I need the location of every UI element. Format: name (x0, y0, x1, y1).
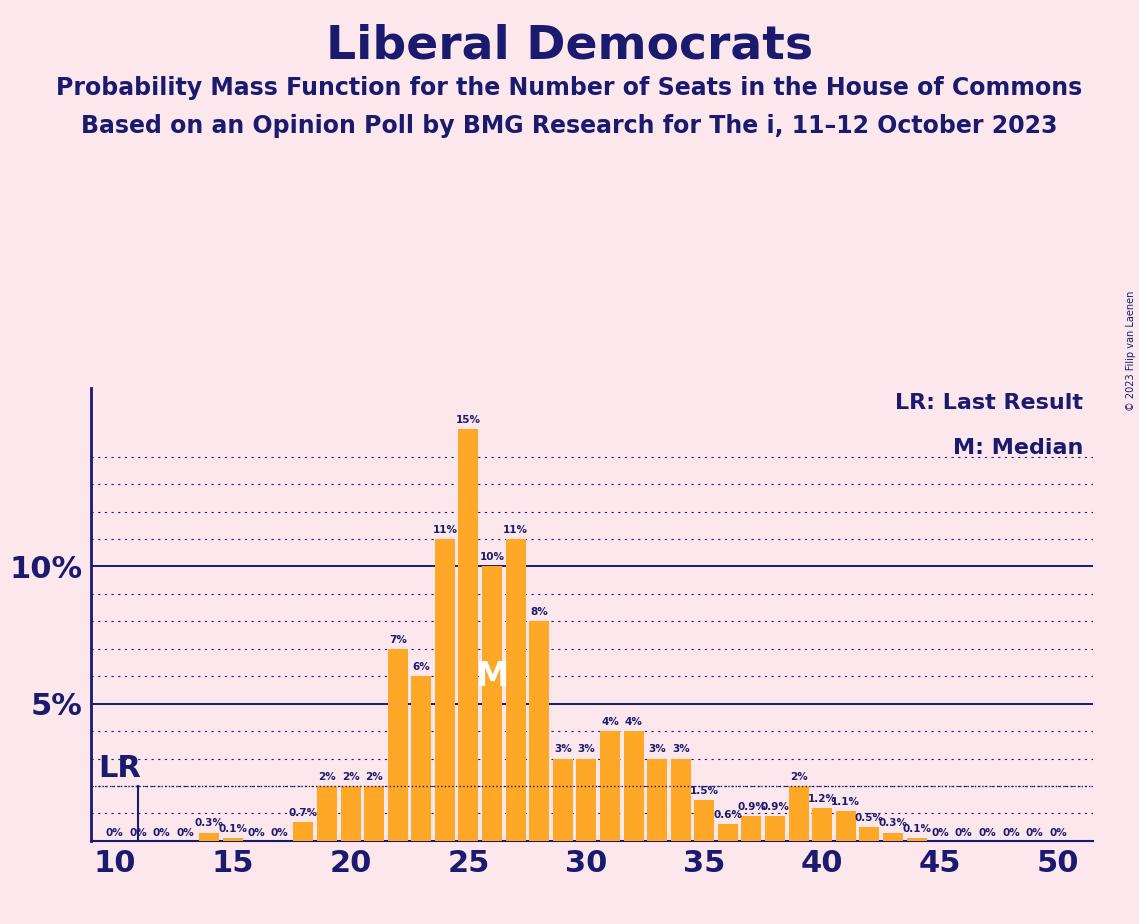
Text: 2%: 2% (366, 772, 383, 782)
Text: 3%: 3% (554, 745, 572, 754)
Bar (458, 430, 478, 841)
Text: 1.2%: 1.2% (808, 794, 837, 804)
Text: 8%: 8% (531, 607, 548, 617)
Text: 3%: 3% (648, 745, 666, 754)
Text: 15%: 15% (456, 415, 481, 425)
Text: 0%: 0% (1049, 828, 1067, 837)
Bar (718, 824, 738, 841)
Text: 0.6%: 0.6% (713, 810, 743, 821)
Bar (907, 838, 927, 841)
Bar (883, 833, 903, 841)
Text: 0.1%: 0.1% (902, 824, 931, 834)
Bar (411, 676, 432, 841)
Bar (623, 731, 644, 841)
Text: 1.1%: 1.1% (831, 796, 860, 807)
Text: 2%: 2% (789, 772, 808, 782)
Text: 0%: 0% (177, 828, 195, 837)
Bar (765, 816, 785, 841)
Text: 3%: 3% (577, 745, 596, 754)
Text: 0%: 0% (106, 828, 123, 837)
Text: 0.7%: 0.7% (289, 808, 318, 818)
Text: 10%: 10% (480, 553, 505, 563)
Text: 0.9%: 0.9% (761, 802, 789, 812)
Bar (788, 786, 809, 841)
Text: 0%: 0% (1002, 828, 1019, 837)
Bar (741, 816, 762, 841)
Text: M: M (475, 660, 509, 693)
Bar (387, 649, 408, 841)
Text: 4%: 4% (624, 717, 642, 727)
Text: 0%: 0% (247, 828, 265, 837)
Bar (506, 539, 526, 841)
Bar (695, 799, 714, 841)
Bar (199, 833, 219, 841)
Text: 0%: 0% (954, 828, 973, 837)
Text: M: Median: M: Median (953, 438, 1083, 458)
Bar (435, 539, 454, 841)
Text: LR: Last Result: LR: Last Result (895, 393, 1083, 413)
Bar (341, 786, 361, 841)
Bar (859, 827, 879, 841)
Text: 7%: 7% (388, 635, 407, 645)
Bar (482, 566, 502, 841)
Text: 0%: 0% (1025, 828, 1043, 837)
Text: 0.9%: 0.9% (737, 802, 765, 812)
Text: 2%: 2% (342, 772, 360, 782)
Bar (294, 821, 313, 841)
Text: © 2023 Filip van Laenen: © 2023 Filip van Laenen (1125, 291, 1136, 411)
Bar (600, 731, 620, 841)
Text: 0.3%: 0.3% (878, 819, 908, 829)
Text: 11%: 11% (433, 525, 458, 535)
Text: 0%: 0% (932, 828, 949, 837)
Bar (364, 786, 384, 841)
Text: 3%: 3% (672, 745, 689, 754)
Bar (812, 808, 833, 841)
Text: Probability Mass Function for the Number of Seats in the House of Commons: Probability Mass Function for the Number… (56, 76, 1083, 100)
Text: 2%: 2% (318, 772, 336, 782)
Text: 11%: 11% (503, 525, 528, 535)
Text: 0%: 0% (153, 828, 171, 837)
Text: 0%: 0% (271, 828, 288, 837)
Text: 0%: 0% (978, 828, 997, 837)
Bar (671, 759, 690, 841)
Text: 0.5%: 0.5% (855, 813, 884, 823)
Text: LR: LR (98, 754, 141, 784)
Bar (836, 810, 855, 841)
Bar (647, 759, 667, 841)
Text: 6%: 6% (412, 663, 431, 672)
Bar (576, 759, 597, 841)
Text: 0.3%: 0.3% (195, 819, 223, 829)
Text: Based on an Opinion Poll by BMG Research for The i, 11–12 October 2023: Based on an Opinion Poll by BMG Research… (81, 114, 1058, 138)
Bar (317, 786, 337, 841)
Text: Liberal Democrats: Liberal Democrats (326, 23, 813, 68)
Text: 0.1%: 0.1% (219, 824, 247, 834)
Bar (552, 759, 573, 841)
Bar (530, 621, 549, 841)
Text: 1.5%: 1.5% (690, 785, 719, 796)
Text: 0%: 0% (130, 828, 147, 837)
Bar (222, 838, 243, 841)
Text: 4%: 4% (601, 717, 618, 727)
